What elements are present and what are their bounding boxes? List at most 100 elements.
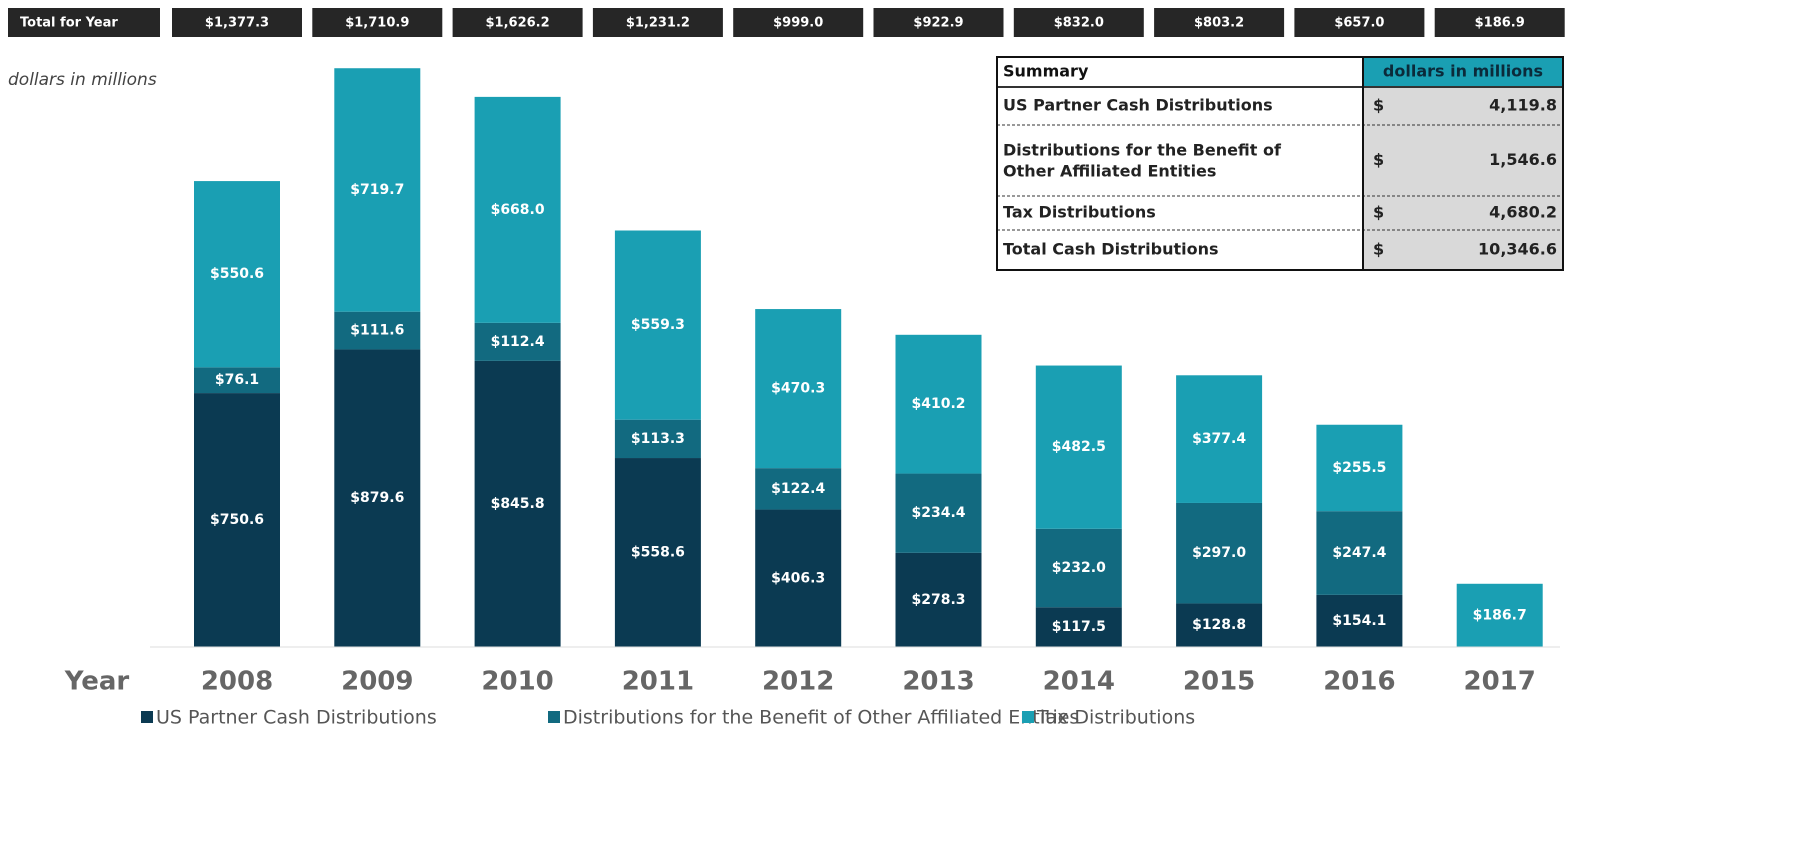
- bar-segment: [614, 458, 701, 647]
- x-tick-label: 2008: [201, 667, 273, 697]
- data-label: $255.5: [1332, 460, 1386, 476]
- totals-cell: [1154, 8, 1285, 37]
- bar-segment: [1316, 594, 1403, 647]
- data-label: $278.3: [911, 592, 965, 608]
- bar-segment: [194, 181, 280, 368]
- summary-gray: [1363, 87, 1563, 270]
- totals-cell: [172, 8, 302, 37]
- bar-segment: [334, 68, 421, 312]
- total-value: $1,626.2: [486, 16, 550, 31]
- bar-segment: [895, 473, 982, 553]
- totals-cell: [1294, 8, 1425, 37]
- data-label: $128.8: [1192, 617, 1246, 633]
- bar-segment: [474, 322, 561, 361]
- legend-swatch: [141, 711, 153, 723]
- data-label: $750.6: [210, 512, 264, 528]
- summary-amount: 4,119.8: [1489, 96, 1557, 115]
- bar-segment: [1456, 583, 1543, 647]
- totals-cell: [1013, 8, 1144, 37]
- total-value: $657.0: [1334, 16, 1384, 31]
- data-label: $406.3: [771, 570, 825, 586]
- data-label: $117.5: [1052, 619, 1106, 635]
- summary-label: Tax Distributions: [1003, 203, 1156, 222]
- bar-segment: [1035, 528, 1122, 608]
- data-label: $410.2: [911, 396, 965, 412]
- summary-amount: 4,680.2: [1489, 203, 1557, 222]
- data-label: $234.4: [911, 505, 965, 521]
- x-tick-label: 2014: [1043, 667, 1115, 697]
- bar-segment: [194, 393, 280, 647]
- bar-segment: [1316, 424, 1403, 512]
- x-axis-label: Year: [64, 667, 130, 697]
- x-tick-label: 2016: [1323, 667, 1395, 697]
- data-label: $377.4: [1192, 431, 1246, 447]
- summary-border: [996, 56, 1564, 271]
- total-value: $922.9: [913, 16, 963, 31]
- legend-label: Tax Distributions: [1036, 707, 1195, 729]
- totals-header-cell: [8, 8, 160, 37]
- data-label: $111.6: [350, 323, 404, 339]
- unit-note: dollars in millions: [8, 70, 157, 90]
- data-label: $879.6: [350, 490, 404, 506]
- bar-segment: [755, 509, 842, 647]
- summary-header: dollars in millions: [1383, 62, 1543, 81]
- bar-segment: [755, 468, 842, 510]
- totals-cell: [873, 8, 1004, 37]
- summary-currency: $: [1373, 150, 1384, 169]
- data-label: $154.1: [1332, 613, 1386, 629]
- bar-segment: [1316, 511, 1403, 595]
- bar-segment: [474, 360, 561, 647]
- x-tick-label: 2017: [1464, 667, 1536, 697]
- data-label: $247.4: [1332, 545, 1386, 561]
- bar-segment: [1035, 365, 1122, 529]
- summary-currency: $: [1373, 203, 1384, 222]
- total-value: $999.0: [773, 16, 823, 31]
- bar-segment: [474, 96, 561, 323]
- bar-segment: [895, 334, 982, 474]
- legend-swatch: [1022, 711, 1034, 723]
- x-tick-label: 2011: [622, 667, 694, 697]
- data-label: $112.4: [491, 334, 545, 350]
- bar-segment: [1176, 502, 1263, 604]
- x-tick-label: 2015: [1183, 667, 1255, 697]
- totals-cell: [312, 8, 443, 37]
- summary-label: US Partner Cash Distributions: [1003, 96, 1273, 115]
- summary-header-right: [1363, 57, 1563, 87]
- totals-header: Total for Year: [20, 16, 118, 31]
- totals-cell: [733, 8, 864, 37]
- data-label: $550.6: [210, 266, 264, 282]
- data-label: $719.7: [350, 182, 404, 198]
- x-tick-label: 2009: [341, 667, 413, 697]
- bar-segment: [334, 349, 421, 647]
- data-label: $122.4: [771, 481, 825, 497]
- bar-segment: [1035, 607, 1122, 647]
- summary-label: Distributions for the Benefit of Other Af…: [1003, 140, 1282, 180]
- data-label: $559.3: [631, 317, 685, 333]
- total-value: $186.9: [1475, 16, 1525, 31]
- bar-segment: [755, 309, 842, 469]
- data-label: $482.5: [1052, 439, 1106, 455]
- summary-amount: 1,546.6: [1489, 150, 1557, 169]
- bar-segment: [194, 367, 280, 394]
- x-tick-label: 2012: [762, 667, 834, 697]
- totals-cell: [452, 8, 583, 37]
- bar-segment: [1176, 603, 1263, 647]
- bar-segment: [895, 552, 982, 647]
- data-label: $558.6: [631, 545, 685, 561]
- data-label: $232.0: [1052, 560, 1106, 576]
- summary-label: Total Cash Distributions: [1003, 240, 1219, 259]
- total-value: $803.2: [1194, 16, 1244, 31]
- data-label: $186.7: [1473, 607, 1527, 623]
- total-value: $832.0: [1054, 16, 1104, 31]
- data-label: $113.3: [631, 431, 685, 447]
- x-tick-label: 2013: [902, 667, 974, 697]
- total-value: $1,710.9: [345, 16, 409, 31]
- total-value: $1,377.3: [205, 16, 269, 31]
- data-label: $845.8: [491, 496, 545, 512]
- bar-segment: [614, 419, 701, 459]
- bar-segment: [1176, 375, 1263, 503]
- summary-header: Summary: [1003, 62, 1089, 81]
- summary-currency: $: [1373, 240, 1384, 259]
- legend-swatch: [548, 711, 560, 723]
